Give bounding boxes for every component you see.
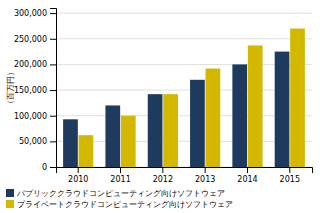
legend-label: プライベートクラウドコンピューティング向けソフトウェア [17, 200, 233, 209]
legend-label: パブリッククラウドコンピューティング向けソフトウェア [16, 189, 225, 198]
legend-item: プライベートクラウドコンピューティング向けソフトウェア [6, 200, 233, 209]
tick-label: 2012 [153, 175, 173, 184]
x-tick: 2014 [237, 167, 257, 184]
grid-line [56, 13, 312, 14]
legend: パブリッククラウドコンピューティング向けソフトウェアプライベートクラウドコンピュ… [6, 189, 233, 209]
tick-mark [50, 167, 56, 168]
grid-line [56, 38, 312, 39]
grid-line [56, 90, 312, 91]
tick-label: 50,000 [19, 137, 47, 146]
y-tick: 300,000 [14, 9, 56, 18]
tick-label: 2015 [280, 175, 300, 184]
bar [79, 135, 94, 167]
tick-label: 250,000 [14, 35, 47, 44]
grid-line [56, 115, 312, 116]
bar [105, 105, 120, 167]
y-tick: 0 [42, 163, 56, 172]
tick-mark [78, 167, 79, 173]
axis-line [50, 9, 57, 168]
tick-mark [50, 90, 56, 91]
tick-mark [50, 116, 56, 117]
grid [56, 13, 312, 167]
legend-item: パブリッククラウドコンピューティング向けソフトウェア [6, 189, 225, 198]
chart: 0 50,000 100,000 150,000 200,000 250,000 300,0… [0, 0, 320, 213]
y-tick: 150,000 [14, 86, 56, 95]
legend-swatch [6, 189, 14, 197]
bar [206, 69, 221, 167]
tick-mark [162, 167, 163, 173]
tick-mark [120, 167, 121, 173]
plot: 0 50,000 100,000 150,000 200,000 250,000 300,0… [14, 9, 313, 184]
x-tick: 2011 [110, 167, 130, 184]
tick-mark [205, 167, 206, 173]
bar [121, 116, 136, 167]
bar [248, 45, 263, 167]
y-tick: 50,000 [19, 137, 56, 146]
tick-label: 0 [42, 163, 47, 172]
bar [232, 64, 247, 167]
tick-label: 2013 [195, 175, 215, 184]
bar [190, 80, 205, 167]
bar [148, 94, 163, 167]
x-tick: 2013 [195, 167, 215, 184]
y-tick: 100,000 [14, 112, 56, 121]
tick-label: 2010 [68, 175, 88, 184]
legend-swatch [6, 200, 14, 208]
x-tick: 2015 [280, 167, 300, 184]
x-tick: 2010 [68, 167, 88, 184]
y-tick: 250,000 [14, 35, 56, 44]
grid-line [56, 64, 312, 65]
bar [163, 94, 178, 167]
tick-label: 2014 [237, 175, 257, 184]
tick-label: 150,000 [14, 86, 47, 95]
y-axis-title: （百万円） [6, 68, 15, 108]
x-tick: 2012 [153, 167, 173, 184]
tick-label: 100,000 [14, 112, 47, 121]
bar-series [79, 29, 305, 167]
bar [275, 52, 290, 167]
x-axis: 2010 2011 2012 2013 2014 2015 [57, 167, 313, 184]
tick-mark [50, 64, 56, 65]
tick-mark [247, 167, 248, 173]
tick-label: 2011 [110, 175, 130, 184]
bars [63, 29, 305, 167]
tick-mark [50, 13, 56, 14]
y-axis: 0 50,000 100,000 150,000 200,000 250,000 300,0… [14, 9, 57, 173]
bar [290, 29, 305, 167]
bar [63, 119, 78, 167]
tick-mark [50, 141, 56, 142]
grid-line [56, 141, 312, 142]
axis-line [57, 168, 313, 174]
tick-label: 200,000 [14, 60, 47, 69]
tick-label: 300,000 [14, 9, 47, 18]
tick-mark [50, 39, 56, 40]
tick-mark [289, 167, 290, 173]
y-tick: 200,000 [14, 60, 56, 69]
